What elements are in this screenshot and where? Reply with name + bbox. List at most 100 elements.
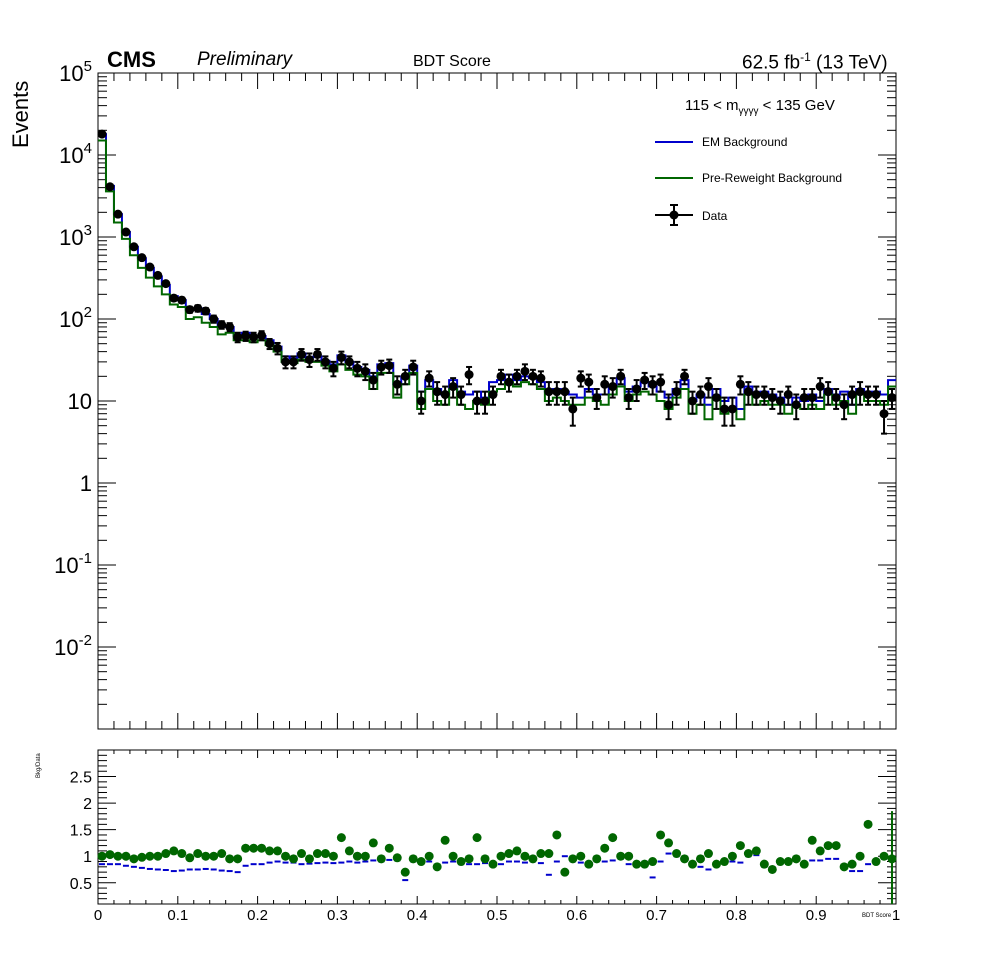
ratio-pre-reweight-point <box>879 851 889 861</box>
data-point <box>608 382 618 392</box>
main-y-tick-label: 102 <box>59 304 92 332</box>
data-point <box>640 375 650 385</box>
data-point <box>799 393 809 403</box>
main-y-tick-label: 10 <box>68 389 92 414</box>
data-point <box>775 396 785 406</box>
ratio-pre-reweight-point <box>185 853 195 863</box>
data-point <box>161 279 171 289</box>
ratio-pre-reweight-point <box>257 843 267 853</box>
ratio-pre-reweight-point <box>703 849 713 859</box>
data-point <box>624 393 634 403</box>
ratio-pre-reweight-point <box>520 851 530 861</box>
ratio-pre-reweight-point <box>472 833 482 843</box>
ratio-pre-reweight-point <box>320 849 330 859</box>
ratio-pre-reweight-point <box>640 859 650 869</box>
ratio-pre-reweight-point <box>352 851 362 861</box>
data-point <box>320 357 330 367</box>
lumi-exponent: -1 <box>800 50 811 64</box>
data-point <box>695 390 705 400</box>
preliminary-label: Preliminary <box>197 49 293 70</box>
mass-range-annotation: 115 < mγγγγ < 135 GeV <box>685 97 835 117</box>
data-point <box>472 396 482 406</box>
data-point <box>137 253 147 263</box>
ratio-pre-reweight-point <box>177 849 187 859</box>
data-point <box>424 373 434 383</box>
ratio-pre-reweight-point <box>672 849 682 859</box>
ratio-pre-reweight-point <box>496 851 506 861</box>
legend-em-background: EM Background <box>702 135 788 149</box>
data-point <box>648 379 658 389</box>
data-point <box>680 371 690 381</box>
ratio-pre-reweight-point <box>153 851 163 861</box>
data-point <box>145 262 155 272</box>
cms-label: CMS <box>107 47 156 72</box>
ratio-y-tick-label: 0.5 <box>70 876 92 893</box>
data-point <box>296 349 306 359</box>
ratio-pre-reweight-point <box>735 841 745 851</box>
data-point <box>855 387 865 397</box>
ratio-pre-reweight-point <box>544 849 554 859</box>
ratio-pre-reweight-point <box>209 851 219 861</box>
ratio-pre-reweight-point <box>783 857 793 867</box>
ratio-pre-reweight-point <box>193 849 203 859</box>
ratio-pre-reweight-point <box>576 851 586 861</box>
data-point <box>688 396 698 406</box>
ratio-pre-reweight-point <box>336 833 346 843</box>
ratio-pre-reweight-point <box>711 859 721 869</box>
ratio-x-tick-label: 0.9 <box>806 907 827 924</box>
data-point <box>672 387 682 397</box>
ratio-pre-reweight-point <box>344 846 354 856</box>
data-point <box>193 303 203 313</box>
lumi-value: 62.5 fb <box>742 52 801 74</box>
ratio-pre-reweight-point <box>121 851 131 861</box>
ratio-x-tick-label: 0.4 <box>407 907 428 924</box>
ratio-pre-reweight-point <box>688 859 698 869</box>
data-point <box>871 390 881 400</box>
ratio-pre-reweight-point <box>624 851 634 861</box>
ratio-x-tick-label: 0.2 <box>247 907 268 924</box>
ratio-pre-reweight-point <box>767 864 777 874</box>
data-point <box>328 363 338 373</box>
ratio-pre-reweight-point <box>695 854 705 864</box>
data-point <box>289 357 299 367</box>
data-point <box>241 331 251 341</box>
ratio-pre-reweight-point <box>145 851 155 861</box>
data-point <box>113 209 123 219</box>
main-y-tick-label: 1 <box>80 471 92 496</box>
data-point <box>512 371 522 381</box>
data-point <box>440 390 450 400</box>
data-point <box>735 379 745 389</box>
ratio-x-tick-label: 0.7 <box>646 907 667 924</box>
legend-markers <box>655 141 693 226</box>
ratio-tick-labels: 0 0.1 0.2 0.3 0.4 0.5 0.6 0.7 0.8 0.9 1 0.5 1 1.5 2 2.5 <box>70 770 900 924</box>
data-point <box>560 387 570 397</box>
data-point <box>273 343 283 353</box>
data-point <box>177 295 187 305</box>
mass-suffix: < 135 GeV <box>758 97 835 114</box>
ratio-x-tick-label: 0.6 <box>566 907 587 924</box>
data-point <box>448 382 458 392</box>
ratio-pre-reweight-point <box>296 849 306 859</box>
data-point <box>504 377 514 387</box>
data-point <box>727 404 737 414</box>
ratio-pre-reweight-point <box>376 854 386 864</box>
ratio-pre-reweight-point <box>799 859 809 869</box>
data-point <box>584 377 594 387</box>
data-point <box>767 393 777 403</box>
data-point <box>416 396 426 406</box>
ratio-pre-reweight-point <box>839 862 849 872</box>
ratio-pre-reweight-point <box>105 850 115 860</box>
data-point <box>568 404 578 414</box>
luminosity-label: 62.5 fb-1 (13 TeV) <box>742 50 888 74</box>
ratio-pre-reweight-point <box>560 867 570 877</box>
ratio-pre-reweight-point <box>432 862 442 872</box>
ratio-pre-reweight-point <box>304 854 314 864</box>
ratio-pre-reweight-point <box>137 852 147 862</box>
data-point <box>703 382 713 392</box>
ratio-pre-reweight-point <box>552 830 562 840</box>
data-point <box>185 305 195 315</box>
main-y-tick-label: 103 <box>59 222 92 250</box>
lumi-energy: (13 TeV) <box>810 52 888 74</box>
ratio-pre-reweight-point <box>416 857 426 867</box>
